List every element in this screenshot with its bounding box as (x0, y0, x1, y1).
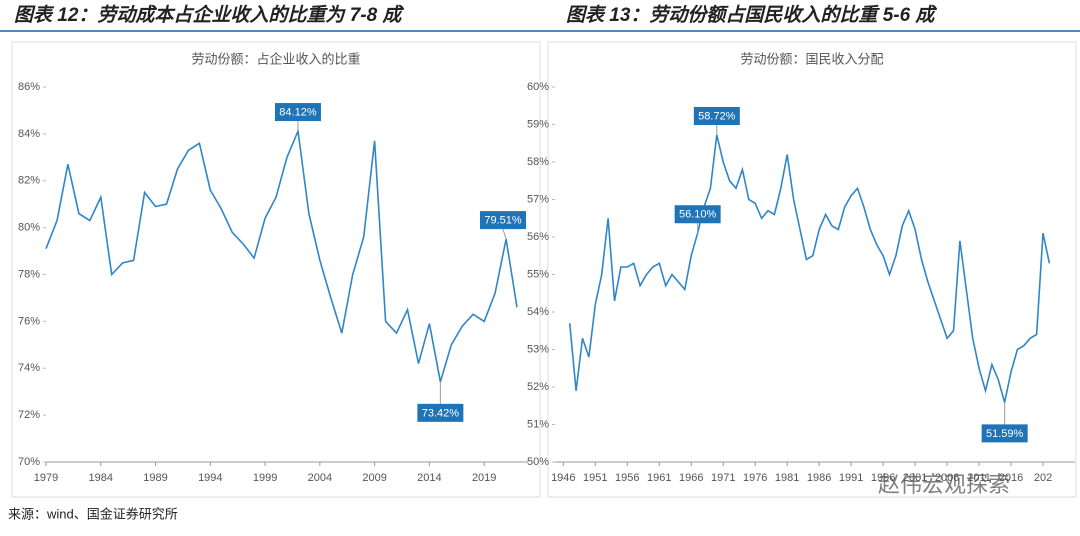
x-tick-label: 202 (1034, 472, 1052, 484)
y-tick-label: 58% (527, 156, 549, 168)
x-tick-label: 1996 (871, 472, 895, 484)
x-tick-label: 2016 (999, 472, 1023, 484)
line-series (45, 128, 518, 383)
x-tick-label: 2014 (417, 472, 441, 484)
x-tick-label: 1979 (34, 472, 58, 484)
x-tick-label: 2006 (935, 472, 959, 484)
x-tick-label: 1966 (679, 472, 703, 484)
y-tick-label: 57% (527, 193, 549, 205)
x-tick-label: 2009 (362, 472, 386, 484)
y-tick-label: 72% (18, 409, 40, 421)
y-tick-label: 86% (18, 81, 40, 93)
x-tick-label: 1976 (743, 472, 767, 484)
annotation-box (274, 103, 321, 122)
annotation-leader (502, 228, 507, 240)
annotation-box (674, 205, 721, 224)
y-tick-label: 51% (527, 418, 549, 430)
x-tick-label: 2004 (308, 472, 332, 484)
y-tick-label: 54% (527, 306, 549, 318)
chart-heading: 图表 12：劳动成本占企业收入的比重为 7-8 成 (14, 4, 404, 26)
x-tick-label: 1946 (551, 472, 575, 484)
y-tick-label: 82% (18, 175, 40, 187)
x-tick-label: 2011 (967, 472, 991, 484)
annotation-box (981, 424, 1028, 443)
y-tick-label: 52% (527, 381, 549, 393)
x-tick-label: 1994 (198, 472, 222, 484)
y-tick-label: 55% (527, 268, 549, 280)
y-tick-label: 80% (18, 222, 40, 234)
x-tick-label: 1956 (615, 472, 639, 484)
panel (11, 41, 541, 498)
annotation-box (417, 403, 464, 422)
y-tick-label: 50% (527, 456, 549, 468)
y-tick-label: 59% (527, 118, 549, 130)
line-series (568, 134, 1051, 403)
y-tick-label: 56% (527, 231, 549, 243)
x-tick-label: 1981 (775, 472, 799, 484)
x-tick-label: 1984 (89, 472, 113, 484)
x-tick-label: 1989 (143, 472, 167, 484)
y-tick-label: 70% (18, 456, 40, 468)
annotation-label: 73.42% (422, 407, 460, 419)
x-tick-label: 1999 (253, 472, 277, 484)
annotation-box (693, 107, 740, 125)
x-tick-label: 1961 (647, 472, 671, 484)
x-tick-label: 2019 (472, 472, 496, 484)
annotation-label: 84.12% (279, 106, 317, 118)
x-tick-label: 1986 (807, 472, 831, 484)
chart-heading: 图表 13：劳动份额占国民收入的比重 5-6 成 (566, 4, 937, 26)
x-tick-label: 1971 (711, 472, 735, 484)
annotation-box (480, 211, 526, 230)
panel (547, 41, 1077, 498)
annotation-label: 51.59% (986, 428, 1024, 440)
x-tick-label: 1991 (839, 472, 863, 484)
x-tick-label: 1951 (583, 472, 607, 484)
y-tick-label: 74% (18, 362, 40, 374)
annotation-label: 79.51% (484, 215, 522, 227)
watermark: 赵伟宏观探索 (878, 472, 1010, 497)
y-tick-label: 84% (18, 128, 40, 140)
annotation-label: 56.10% (679, 209, 717, 221)
chart-title: 劳动份额：国民收入分配 (740, 51, 883, 66)
chart-title: 劳动份额：占企业收入的比重 (191, 51, 360, 66)
y-tick-label: 53% (527, 343, 549, 355)
y-tick-label: 60% (527, 81, 549, 93)
y-tick-label: 76% (18, 315, 40, 327)
y-tick-label: 78% (18, 268, 40, 280)
source: 来源：wind、国金证券研究所 (8, 506, 178, 521)
x-tick-label: 2001 (903, 472, 927, 484)
annotation-label: 58.72% (698, 110, 736, 122)
